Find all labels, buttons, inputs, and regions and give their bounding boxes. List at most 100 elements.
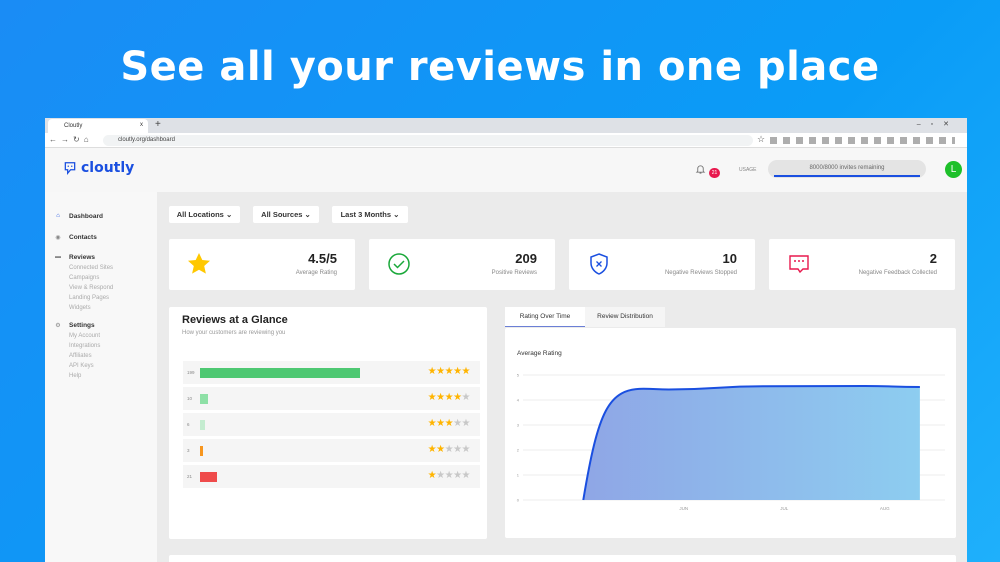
address-bar-row: ←→↻⌂ cloutly.org/dashboard ☆ — [45, 133, 967, 148]
rating-count: 3 — [187, 448, 190, 453]
x-tick-label: AUG — [880, 506, 890, 511]
star-icon: ★ — [444, 366, 454, 377]
check-circle-icon — [388, 253, 410, 275]
rating-bar — [200, 420, 205, 430]
star-icon: ★ — [453, 470, 462, 481]
nav-buttons-icon[interactable]: ←→↻⌂ — [49, 135, 93, 144]
x-tick-label: JUN — [679, 506, 688, 511]
star-icon: ★ — [461, 418, 471, 429]
sidebar-sub-connected-sites[interactable]: Connected Sites — [69, 265, 114, 271]
shield-x-icon — [590, 253, 608, 275]
chevron-down-icon: ⌄ — [225, 210, 233, 219]
star-rating: ★★★★★ — [427, 392, 471, 404]
date-range-filter[interactable]: Last 3 Months ⌄ — [332, 206, 408, 223]
star-rating: ★★★★★ — [427, 444, 471, 456]
star-icon: ★ — [453, 418, 462, 429]
sidebar-sub-landing-pages[interactable]: Landing Pages — [69, 295, 110, 301]
star-rating: ★★★★★ — [428, 418, 471, 430]
tab-rating-over-time[interactable]: Rating Over Time — [505, 307, 585, 327]
headline: See all your reviews in one place — [120, 44, 880, 90]
star-icon: ★ — [453, 444, 462, 455]
star-icon — [188, 253, 210, 274]
filter-label: Last 3 Months — [340, 210, 392, 219]
glance-title: Reviews at a Glance — [182, 314, 288, 326]
sidebar-sub-my-account[interactable]: My Account — [69, 333, 101, 339]
locations-filter[interactable]: All Locations ⌄ — [169, 206, 240, 223]
sidebar-sub-affiliates[interactable]: Affiliates — [69, 353, 92, 359]
star-rating: ★★★★★ — [427, 470, 471, 482]
rating-row: 3 ★★★★★ — [183, 439, 480, 462]
bell-icon[interactable] — [695, 163, 706, 175]
window-controls[interactable]: –▫✕ — [916, 121, 959, 128]
rating-row: 21 ★★★★★ — [183, 465, 480, 488]
usage-label: USAGE — [739, 167, 757, 173]
rating-bar — [200, 472, 217, 482]
reviews-at-a-glance-card: Reviews at a Glance How your customers a… — [169, 307, 487, 539]
star-rating: ★★★★★ — [428, 366, 471, 378]
star-icon: ★ — [436, 444, 445, 455]
url-text: cloutly.org/dashboard — [118, 137, 175, 143]
gear-icon: ⚙ — [55, 323, 61, 329]
avatar[interactable]: L — [945, 161, 962, 178]
star-icon: ★ — [453, 392, 462, 403]
sidebar-item-contacts[interactable]: Contacts — [69, 234, 97, 241]
rating-chart-card: Average Rating 0 1 2 3 4 5 JUN JUL AUG — [505, 328, 956, 538]
sidebar-sub-view-respond[interactable]: View & Respond — [69, 285, 114, 291]
home-icon: ⌂ — [56, 213, 60, 219]
y-tick-label: 1 — [517, 473, 520, 478]
stat-label: Negative Reviews Stopped — [664, 270, 737, 276]
feedback-icon — [789, 255, 809, 274]
star-icon: ★ — [461, 392, 471, 403]
rating-area-chart: 0 1 2 3 4 5 JUN JUL AUG — [517, 373, 945, 511]
rating-line — [582, 384, 920, 501]
usage-bar — [774, 175, 920, 177]
close-tab-icon[interactable]: x — [140, 122, 143, 128]
rating-row: 10 ★★★★★ — [183, 387, 480, 410]
sidebar: ⌂ Dashboard ◉ Contacts ▬ Reviews Connect… — [45, 192, 157, 562]
contacts-icon: ◉ — [55, 235, 61, 241]
app-header: cloutly 21 USAGE 8000/8000 invites remai… — [45, 148, 967, 192]
rating-count: 21 — [187, 474, 193, 479]
chevron-down-icon: ⌄ — [304, 210, 311, 219]
cloutly-logo[interactable]: cloutly — [81, 160, 135, 176]
stat-average-rating: 4.5/5 Average Rating — [169, 239, 355, 290]
sidebar-sub-widgets[interactable]: Widgets — [69, 305, 91, 311]
star-icon: ★ — [444, 418, 454, 429]
stat-value: 2 — [929, 251, 937, 266]
bottom-card — [169, 555, 956, 562]
star-icon: ★ — [427, 392, 437, 403]
star-icon: ★ — [461, 470, 471, 481]
rating-row: 199 ★★★★★ — [183, 361, 480, 384]
extension-icons[interactable] — [770, 137, 955, 144]
star-icon: ★ — [444, 392, 454, 403]
sources-filter[interactable]: All Sources ⌄ — [253, 206, 319, 223]
star-icon: ★ — [436, 418, 445, 429]
sidebar-sub-help[interactable]: Help — [69, 373, 82, 379]
sidebar-sub-campaigns[interactable]: Campaigns — [69, 275, 100, 281]
star-icon: ★ — [436, 470, 445, 481]
rating-bar — [200, 368, 360, 378]
star-icon: ★ — [444, 470, 454, 481]
url-field[interactable]: cloutly.org/dashboard — [103, 135, 753, 146]
rating-bar — [200, 394, 209, 404]
browser-tab[interactable]: Cloutly x — [48, 119, 148, 133]
stat-negative-feedback: 2 Negative Feedback Collected — [769, 239, 955, 290]
star-icon: ★ — [461, 444, 471, 455]
y-tick-label: 4 — [517, 398, 520, 403]
stat-label: Average Rating — [295, 270, 337, 276]
stat-value: 4.5/5 — [308, 251, 337, 266]
sidebar-item-dashboard[interactable]: Dashboard — [69, 213, 103, 220]
new-tab-button[interactable]: + — [155, 119, 161, 130]
sidebar-item-reviews[interactable]: Reviews — [69, 254, 96, 261]
chart-tabs: Rating Over Time Review Distribution — [505, 307, 956, 328]
star-icon: ★ — [427, 470, 437, 481]
star-icon: ★ — [436, 392, 445, 403]
star-icon: ★ — [427, 444, 437, 455]
sidebar-sub-api-keys[interactable]: API Keys — [69, 363, 94, 369]
sidebar-sub-integrations[interactable]: Integrations — [69, 343, 101, 349]
y-tick-label: 0 — [517, 498, 520, 503]
sidebar-item-settings[interactable]: Settings — [69, 322, 95, 329]
rating-row: 6 ★★★★★ — [183, 413, 480, 436]
bookmark-star-icon[interactable]: ☆ — [757, 134, 766, 144]
tab-review-distribution[interactable]: Review Distribution — [585, 307, 665, 327]
